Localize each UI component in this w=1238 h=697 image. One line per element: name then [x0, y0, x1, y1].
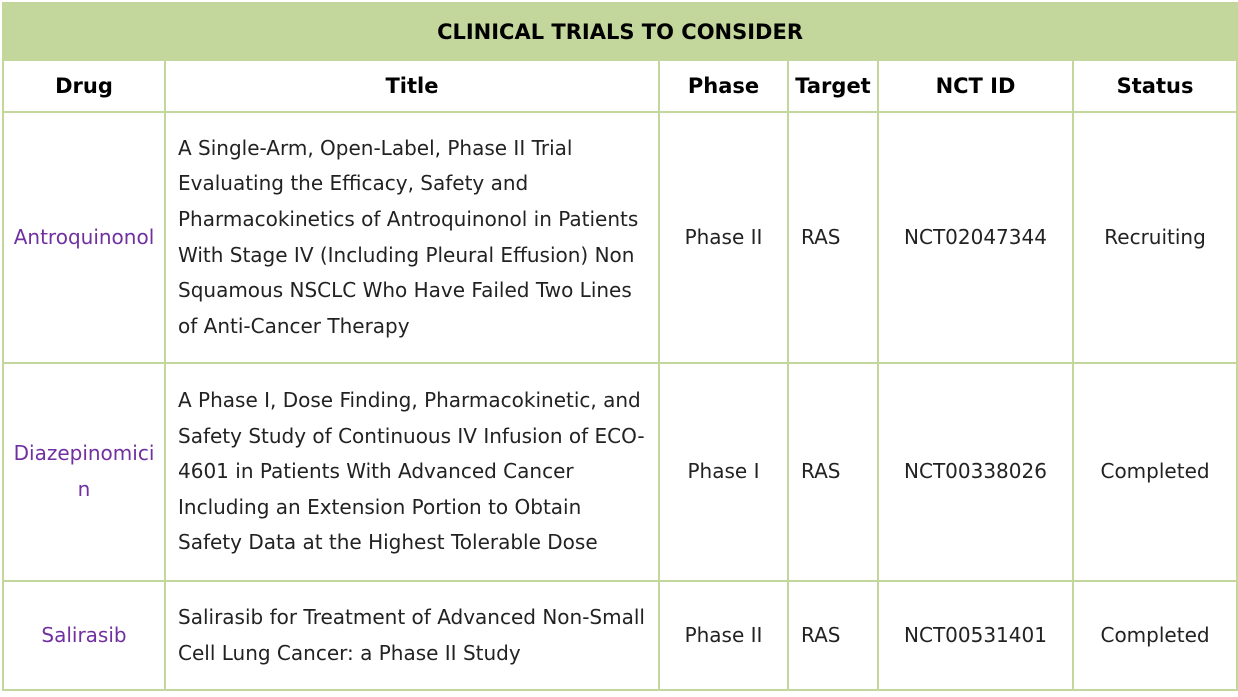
trial-title: A Single-Arm, Open-Label, Phase II Trial…	[164, 111, 660, 364]
drug-name: Diazepinomicin	[2, 362, 166, 582]
column-header-target: Target	[787, 59, 879, 113]
trial-target: RAS	[787, 362, 879, 582]
column-header-phase: Phase	[658, 59, 789, 113]
drug-name: Salirasib	[2, 580, 166, 691]
table-row: Diazepinomicin A Phase I, Dose Finding, …	[2, 362, 1238, 582]
trial-title: Salirasib for Treatment of Advanced Non-…	[164, 580, 660, 691]
trial-status: Completed	[1071, 580, 1238, 691]
column-header-status: Status	[1071, 59, 1238, 113]
table-header-row: Drug Title Phase Target NCT ID Status	[2, 59, 1238, 113]
table-caption: CLINICAL TRIALS TO CONSIDER	[1, 2, 1238, 61]
table-title-row: CLINICAL TRIALS TO CONSIDER	[1, 2, 1238, 61]
nct-id: NCT02047344	[877, 111, 1074, 364]
trial-target: RAS	[787, 580, 879, 691]
trial-phase: Phase II	[658, 580, 789, 691]
nct-id: NCT00338026	[877, 362, 1074, 582]
drug-name: Antroquinonol	[2, 111, 166, 364]
table-row: Antroquinonol A Single-Arm, Open-Label, …	[2, 111, 1238, 364]
trial-title: A Phase I, Dose Finding, Pharmacokinetic…	[164, 362, 660, 582]
column-header-title: Title	[164, 59, 660, 113]
nct-id: NCT00531401	[877, 580, 1074, 691]
column-header-drug: Drug	[2, 59, 166, 113]
trial-status: Recruiting	[1071, 111, 1238, 364]
trial-status: Completed	[1071, 362, 1238, 582]
column-header-nct-id: NCT ID	[877, 59, 1074, 113]
trial-phase: Phase II	[658, 111, 789, 364]
trial-target: RAS	[787, 111, 879, 364]
trial-phase: Phase I	[658, 362, 789, 582]
table-row: Salirasib Salirasib for Treatment of Adv…	[2, 580, 1238, 691]
